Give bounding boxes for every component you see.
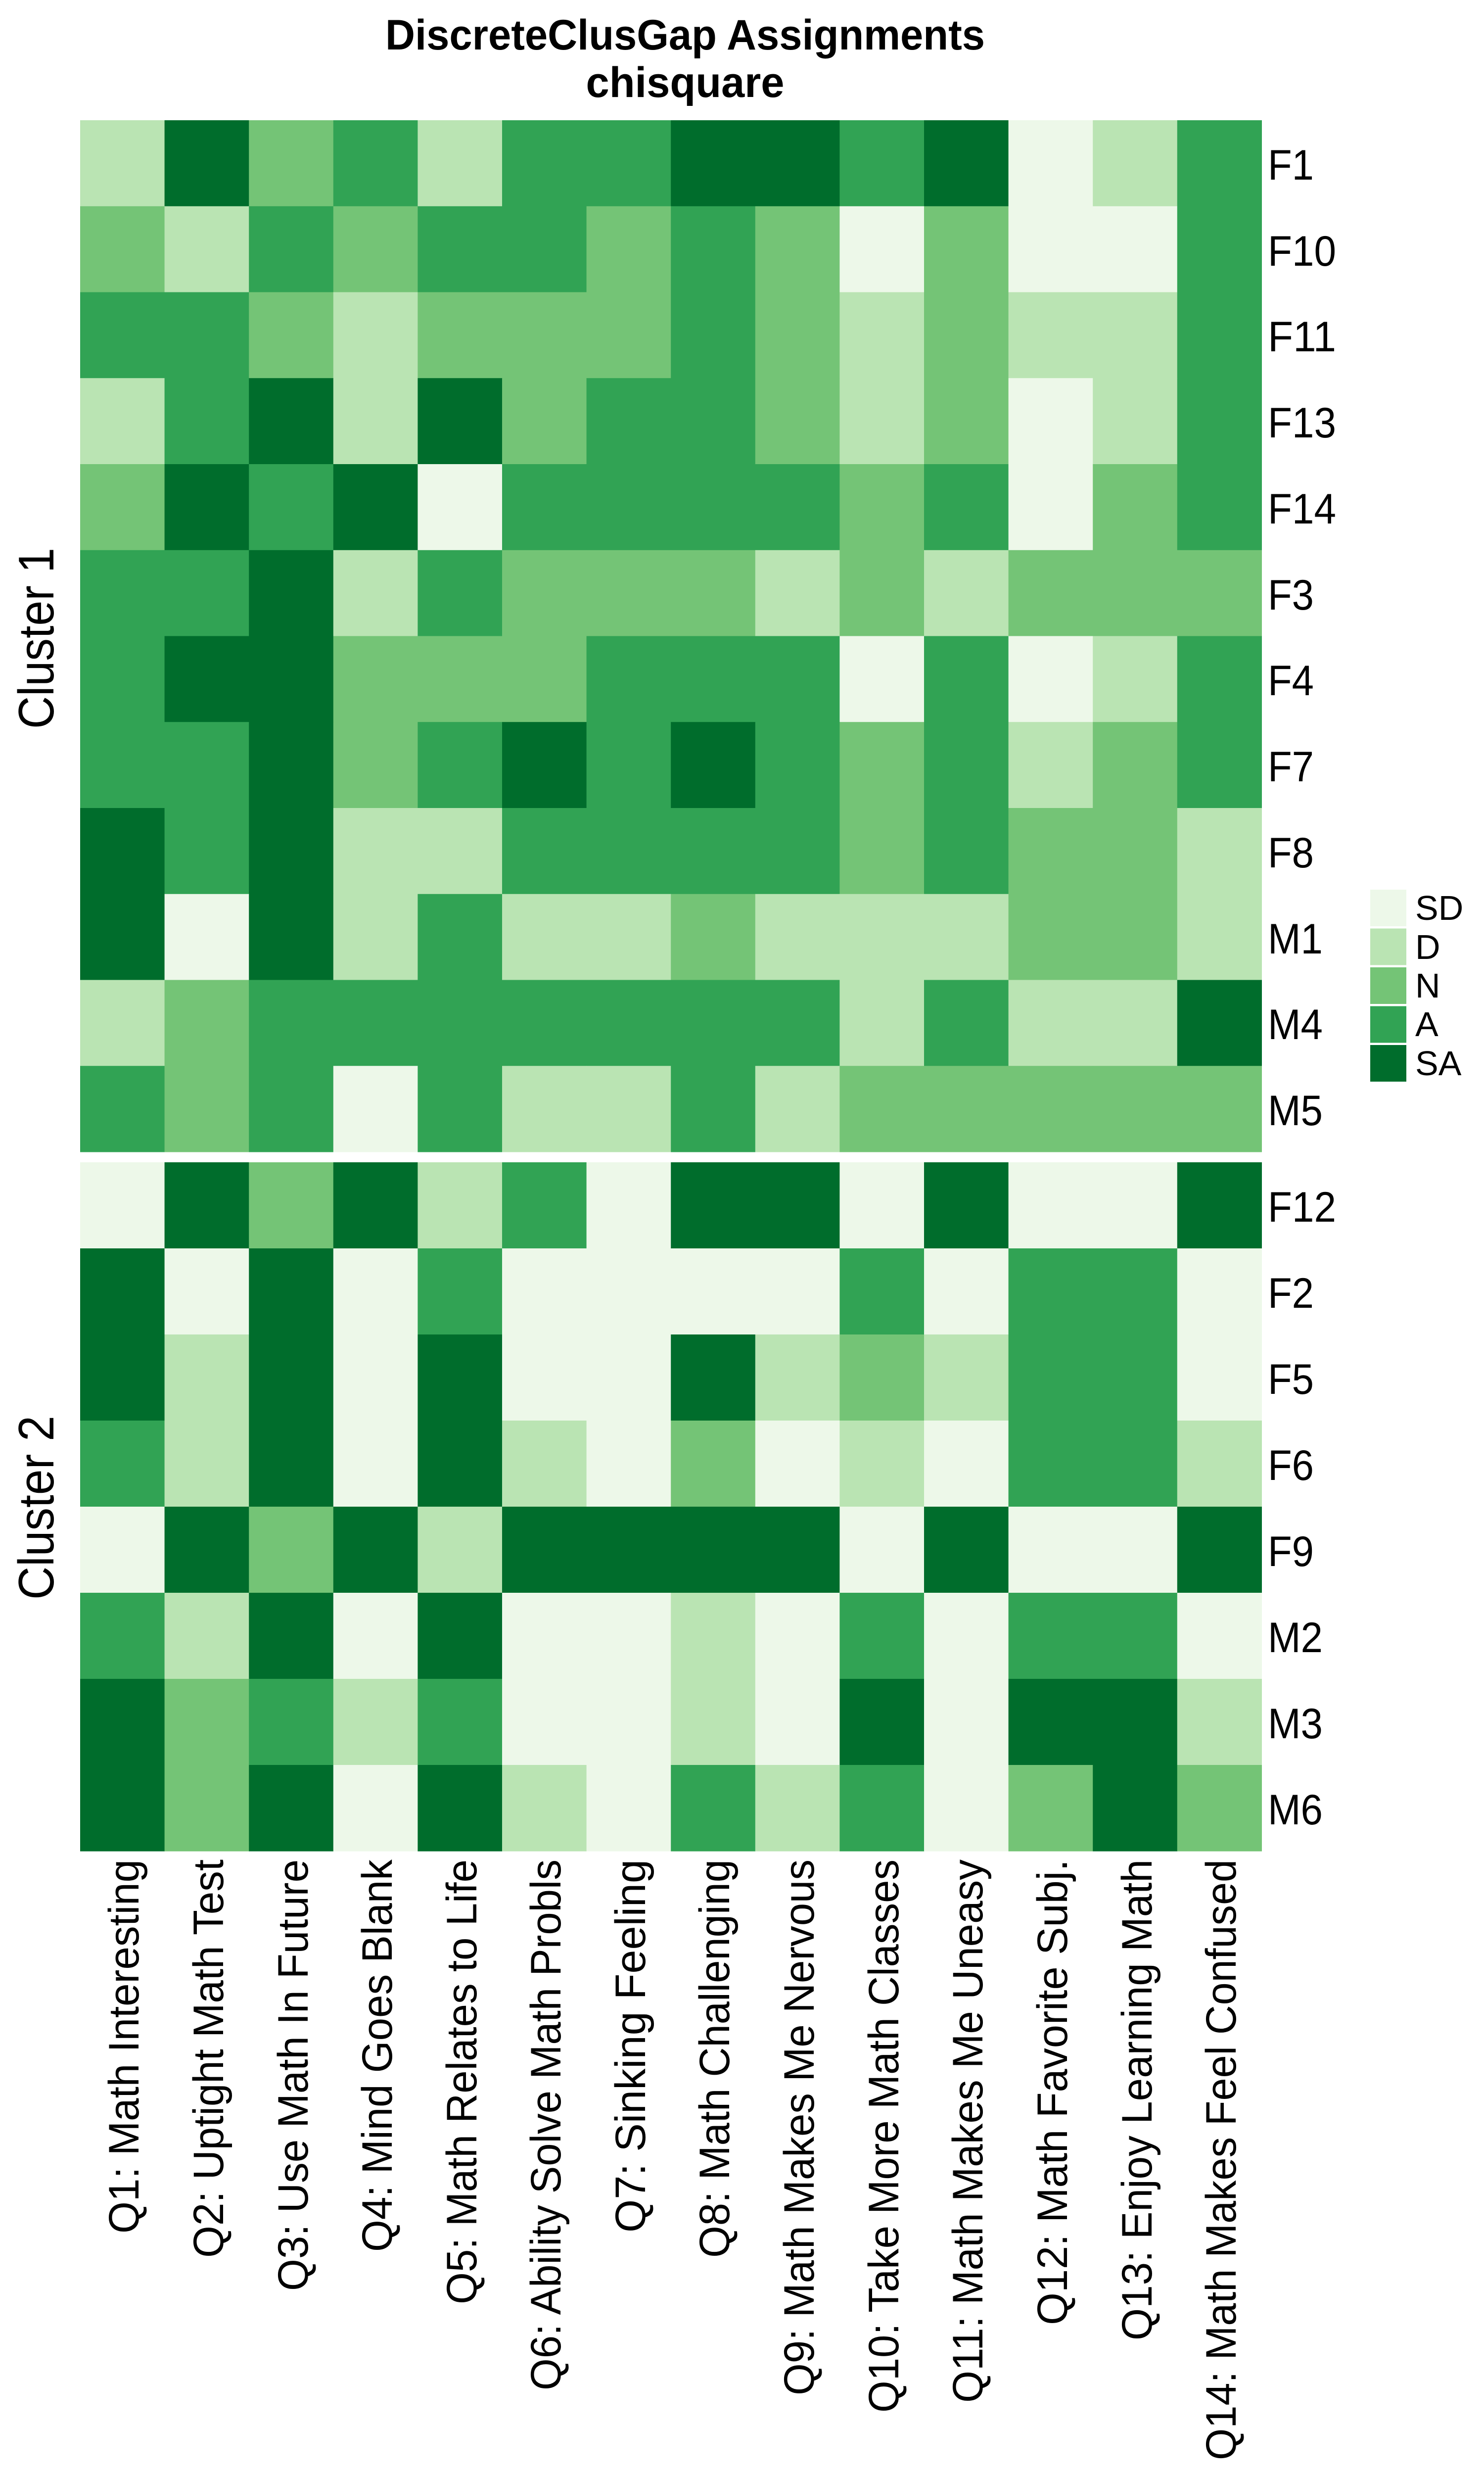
svg-text:F11: F11 (1268, 313, 1336, 361)
svg-text:Q11: Math Makes Me Uneasy: Q11: Math Makes Me Uneasy (944, 1859, 992, 2403)
svg-text:Q4: Mind Goes Blank: Q4: Mind Goes Blank (354, 1859, 401, 2252)
svg-text:M1: M1 (1268, 915, 1323, 963)
svg-text:Cluster 2: Cluster 2 (9, 1416, 64, 1600)
svg-text:D: D (1415, 928, 1440, 966)
svg-text:F7: F7 (1268, 743, 1314, 791)
svg-text:Q14: Math Makes Feel Confused: Q14: Math Makes Feel Confused (1198, 1859, 1245, 2460)
svg-text:Q12: Math Favorite Subj.: Q12: Math Favorite Subj. (1029, 1859, 1076, 2325)
svg-text:F3: F3 (1268, 571, 1314, 619)
svg-text:Q3: Use Math In Future: Q3: Use Math In Future (270, 1859, 317, 2291)
svg-text:M5: M5 (1268, 1087, 1323, 1135)
svg-text:A: A (1415, 1005, 1438, 1044)
svg-text:F1: F1 (1268, 142, 1314, 189)
svg-text:F5: F5 (1268, 1356, 1314, 1403)
svg-text:F6: F6 (1268, 1442, 1314, 1489)
svg-text:Q6: Ability Solve Math Probls: Q6: Ability Solve Math Probls (522, 1859, 570, 2390)
svg-text:Q5: Math Relates to Life: Q5: Math Relates to Life (438, 1859, 486, 2304)
svg-text:F12: F12 (1268, 1184, 1336, 1231)
svg-text:F10: F10 (1268, 228, 1336, 275)
svg-text:Q13: Enjoy Learning Math: Q13: Enjoy Learning Math (1113, 1859, 1161, 2340)
svg-text:DiscreteClusGap Assignments: DiscreteClusGap Assignments (385, 11, 985, 59)
svg-text:chisquare: chisquare (586, 59, 785, 106)
svg-text:M6: M6 (1268, 1786, 1323, 1834)
svg-text:SA: SA (1415, 1044, 1462, 1083)
svg-text:Q9: Math Makes Me Nervous: Q9: Math Makes Me Nervous (776, 1859, 823, 2395)
svg-text:M3: M3 (1268, 1700, 1323, 1748)
svg-text:Q2: Uptight Math Test: Q2: Uptight Math Test (185, 1859, 232, 2258)
svg-text:Cluster 1: Cluster 1 (9, 548, 64, 729)
svg-text:Q10: Take More Math Classes: Q10: Take More Math Classes (860, 1859, 908, 2413)
svg-text:M2: M2 (1268, 1614, 1323, 1662)
svg-text:Q7: Sinking Feeling: Q7: Sinking Feeling (607, 1859, 654, 2233)
svg-text:Q1: Math Interesting: Q1: Math Interesting (100, 1859, 148, 2234)
svg-text:SD: SD (1415, 889, 1463, 927)
svg-text:F8: F8 (1268, 829, 1314, 877)
svg-text:F2: F2 (1268, 1270, 1314, 1317)
svg-text:N: N (1415, 966, 1440, 1005)
svg-text:Q8: Math Challenging: Q8: Math Challenging (691, 1859, 739, 2258)
svg-text:F4: F4 (1268, 657, 1314, 705)
svg-text:F9: F9 (1268, 1528, 1314, 1575)
svg-text:M4: M4 (1268, 1001, 1323, 1048)
svg-text:F14: F14 (1268, 485, 1336, 533)
svg-text:F13: F13 (1268, 399, 1336, 447)
